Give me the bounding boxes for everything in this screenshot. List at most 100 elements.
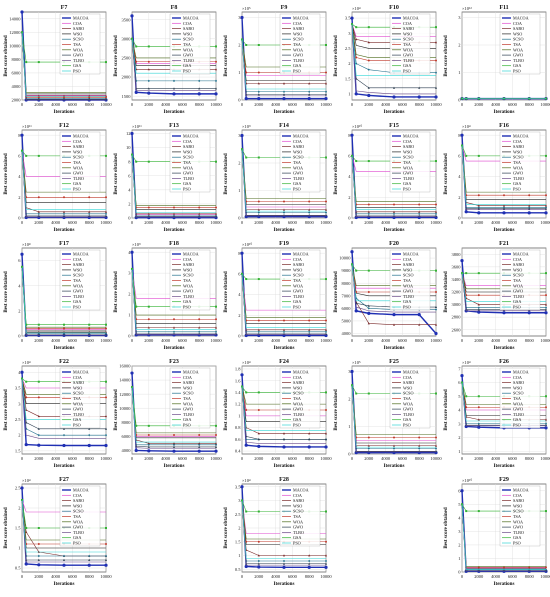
- panel-f25: 0 2000 4000 6000 8000 10000 0 1 2 3 F25 ×10⁵ Iterati…: [334, 359, 442, 469]
- legend-entry: TSA: [293, 396, 301, 401]
- y-tick-label: 2: [238, 526, 240, 531]
- series-point: [147, 305, 150, 308]
- legend-entry: WSO: [293, 267, 302, 272]
- panel-f15: 0 2000 4000 6000 8000 10000 0 2 4 6 8 F15 ×10¹⁰ Itera…: [334, 123, 442, 233]
- x-axis-label: Iterations: [274, 582, 295, 587]
- series-point: [87, 563, 91, 567]
- legend-entry: TLBO: [73, 294, 84, 299]
- legend-box: [169, 249, 211, 311]
- series-point: [104, 94, 108, 97]
- y-axis-label: Best score obtained: [4, 35, 9, 77]
- series-point: [282, 208, 286, 211]
- series-point: [245, 156, 248, 159]
- series-point: [88, 427, 91, 430]
- series-point: [350, 250, 354, 254]
- legend-entry: SABO: [183, 262, 194, 267]
- legend-entry: TLBO: [183, 294, 194, 299]
- panel-title: F11: [499, 5, 508, 11]
- y-exponent-label: ×10¹¹: [22, 124, 32, 129]
- series-point: [63, 323, 65, 326]
- legend-entry: GWO: [73, 289, 83, 294]
- legend-entry: SABO: [293, 144, 304, 149]
- series-line-wso: [241, 39, 326, 82]
- y-tick-label: 0: [128, 216, 131, 221]
- series-point: [477, 211, 481, 215]
- legend-entry: TLBO: [183, 176, 194, 181]
- y-tick-label: 4000: [12, 84, 22, 89]
- legend-entry: GSA: [403, 63, 411, 68]
- series-point: [134, 448, 138, 453]
- y-tick-label: 3: [238, 498, 241, 503]
- series-line-pso: [241, 273, 326, 329]
- legend-entry: GWO: [183, 53, 193, 58]
- series-point: [105, 327, 107, 330]
- y-axis-label: Best score obtained: [114, 271, 119, 313]
- panel-f20: 0 2000 4000 6000 8000 10000 4000 5000 6000 7000 80…: [334, 241, 442, 351]
- y-tick-label: 7: [458, 366, 461, 371]
- series-point: [62, 210, 66, 213]
- legend-box: [499, 249, 541, 311]
- legend-entry: COA: [73, 493, 82, 498]
- x-tick-label: 4000: [271, 102, 281, 107]
- y-axis-label: Best score obtained: [444, 389, 449, 431]
- series-point: [324, 93, 328, 96]
- legend-entry: WOA: [293, 401, 303, 406]
- legend-entry: MACOA: [73, 16, 89, 21]
- series-point: [308, 559, 311, 563]
- series-point: [351, 23, 353, 26]
- series-point: [214, 68, 218, 71]
- series-point: [37, 563, 41, 567]
- legend-entry: GWO: [403, 53, 413, 58]
- series-point: [173, 318, 175, 321]
- legend-entry: WOA: [293, 165, 303, 170]
- panel-f24: 0 2000 4000 6000 8000 10000 0.4 0.6 0.8 1 1.2 1.4 1.…: [224, 359, 332, 469]
- series-line-tlbo: [241, 273, 326, 335]
- series-point: [62, 443, 66, 448]
- panel-title: F18: [169, 241, 179, 247]
- x-tick-label: 8000: [525, 338, 535, 343]
- x-tick-label: 8000: [525, 102, 535, 107]
- x-tick-label: 10000: [540, 574, 550, 579]
- legend-entry: SCSO: [183, 273, 193, 278]
- x-tick-label: 0: [131, 456, 134, 461]
- y-tick-label: 6000: [342, 306, 352, 311]
- legend-entry: MACOA: [403, 252, 419, 257]
- y-tick-label: 2: [458, 195, 460, 200]
- series-point: [418, 210, 421, 213]
- legend-entry: SCSO: [293, 37, 303, 42]
- y-tick-label: 8: [18, 133, 21, 138]
- series-point: [355, 269, 358, 272]
- series-point: [477, 294, 480, 297]
- series-point: [325, 200, 327, 203]
- series-point: [282, 438, 286, 441]
- legend-box: [499, 131, 541, 193]
- panel-f10: 0 2000 4000 6000 8000 10000 1 1.5 2 2.5 3 3.5 F10 ×10…: [334, 5, 442, 115]
- legend-entry: GSA: [183, 63, 191, 68]
- panel-f14: 0 2000 4000 6000 8000 10000 0 1 2 3 F14 ×10⁹ Iterati…: [224, 123, 332, 233]
- legend-entry: GSA: [293, 181, 301, 186]
- series-point: [240, 133, 244, 138]
- series-point: [325, 319, 327, 322]
- series-point: [37, 210, 40, 213]
- x-tick-label: 10000: [320, 338, 332, 343]
- series-point: [477, 310, 481, 314]
- x-tick-label: 8000: [305, 574, 315, 579]
- y-tick-label: 1.6: [235, 378, 241, 383]
- legend-entry: GSA: [183, 417, 191, 422]
- series-point: [392, 313, 396, 317]
- x-tick-label: 4000: [161, 338, 171, 343]
- y-tick-label: 3200: [452, 290, 462, 295]
- legend-entry: COA: [293, 375, 302, 380]
- y-tick-label: 2800: [452, 315, 462, 320]
- series-point: [350, 133, 354, 137]
- legend-entry: SABO: [513, 144, 524, 149]
- legend-entry: SCSO: [513, 509, 523, 514]
- series-point: [367, 304, 370, 307]
- x-tick-label: 2000: [34, 456, 44, 461]
- series-point: [435, 392, 437, 395]
- y-axis-label: Best score obtained: [444, 153, 449, 195]
- x-tick-label: 6000: [288, 220, 298, 225]
- series-point: [350, 369, 354, 374]
- x-tick-label: 6000: [178, 102, 188, 107]
